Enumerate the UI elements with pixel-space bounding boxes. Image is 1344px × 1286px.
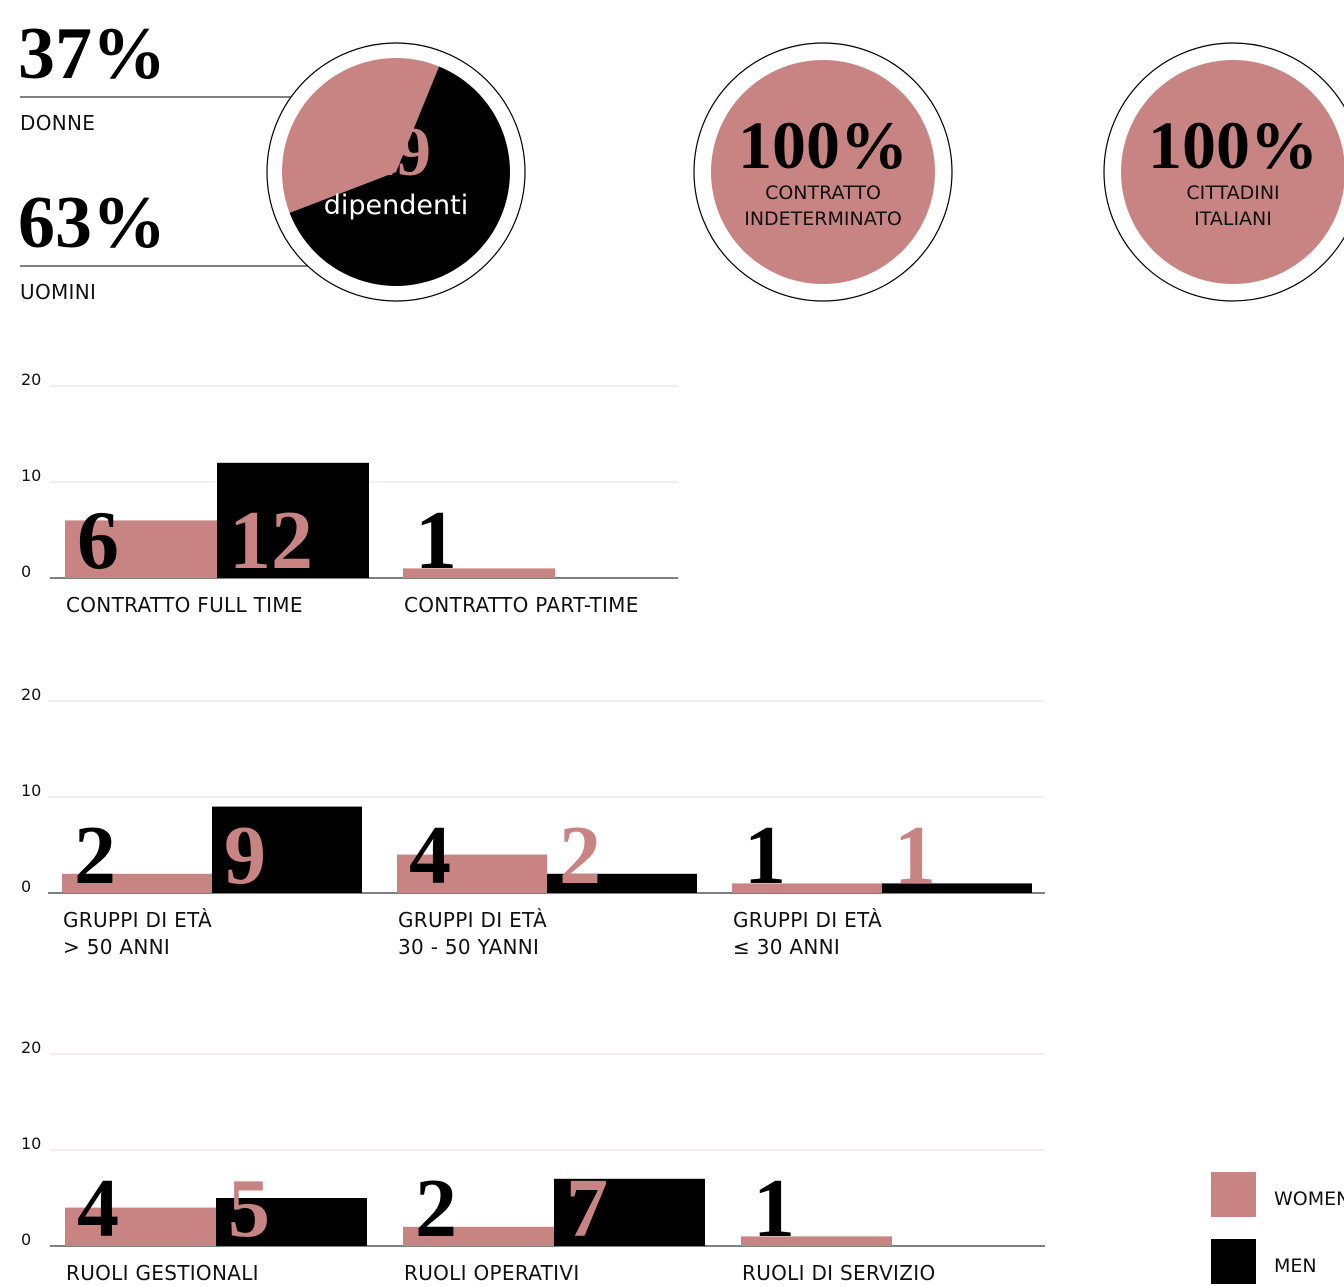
legend-swatch [1211, 1239, 1256, 1284]
y-tick-label: 20 [21, 1038, 41, 1057]
bar [65, 1207, 216, 1246]
highlight-disc [711, 60, 935, 284]
legend-label: MEN [1274, 1255, 1317, 1277]
bar [212, 806, 362, 893]
value-label: 9 [224, 809, 266, 902]
bar [403, 568, 555, 578]
bar [554, 1178, 705, 1246]
bar [65, 520, 217, 578]
highlight-value: 100% [1148, 107, 1318, 183]
pie-slice [282, 58, 440, 213]
bar [397, 854, 547, 893]
y-tick-label: 0 [21, 562, 31, 581]
value-label: 12 [229, 494, 313, 587]
x-category-label: CONTRATTO FULL TIME [66, 593, 303, 617]
bar [741, 1236, 892, 1246]
bar [217, 462, 369, 578]
y-tick-label: 10 [21, 1134, 41, 1153]
value-label: 7 [566, 1162, 608, 1255]
value-label: 2 [74, 809, 116, 902]
value-label: 1 [415, 494, 457, 587]
highlight-label: CONTRATTO INDETERMINATO [744, 182, 902, 230]
x-category-label: GRUPPI DI ETÀ ≤ 30 ANNI [733, 908, 882, 959]
value-label: 4 [77, 1162, 119, 1255]
stat-label: UOMINI [20, 280, 97, 304]
highlight-disc [1121, 60, 1344, 284]
y-tick-label: 0 [21, 1230, 31, 1249]
x-category-label: GRUPPI DI ETÀ > 50 ANNI [63, 908, 212, 959]
x-category-label: GRUPPI DI ETÀ 30 - 50 YANNI [398, 908, 547, 959]
value-label: 5 [228, 1162, 270, 1255]
value-label: 4 [409, 809, 451, 902]
value-label: 2 [415, 1162, 457, 1255]
x-category-label: RUOLI GESTIONALI [66, 1261, 259, 1285]
x-category-label: RUOLI OPERATIVI [404, 1261, 580, 1285]
x-category-label: CONTRATTO PART-TIME [404, 593, 639, 617]
pie-slice [289, 66, 511, 287]
pie-total-label: dipendenti [324, 190, 468, 221]
y-tick-label: 10 [21, 781, 41, 800]
bar [62, 873, 212, 893]
value-label: 1 [753, 1162, 795, 1255]
bar [732, 883, 882, 893]
stat-label: DONNE [20, 111, 96, 135]
value-label: 2 [559, 809, 601, 902]
legend-label: WOMEN [1274, 1188, 1344, 1210]
bar [882, 883, 1032, 893]
value-label: 1 [894, 809, 936, 902]
stat-value: 63% [18, 182, 166, 264]
y-tick-label: 20 [21, 685, 41, 704]
y-tick-label: 10 [21, 466, 41, 485]
value-label: 6 [77, 494, 119, 587]
bar [216, 1198, 367, 1246]
y-tick-label: 0 [21, 877, 31, 896]
legend-swatch [1211, 1172, 1256, 1217]
value-label: 1 [744, 809, 786, 902]
bar [547, 873, 697, 893]
highlight-value: 100% [738, 107, 908, 183]
bar [403, 1226, 554, 1246]
x-category-label: RUOLI DI SERVIZIO [742, 1261, 936, 1285]
highlight-label: CITTADINI ITALIANI [1186, 182, 1280, 230]
pie-total: 19 [361, 114, 431, 191]
stat-value: 37% [18, 13, 166, 95]
y-tick-label: 20 [21, 370, 41, 389]
